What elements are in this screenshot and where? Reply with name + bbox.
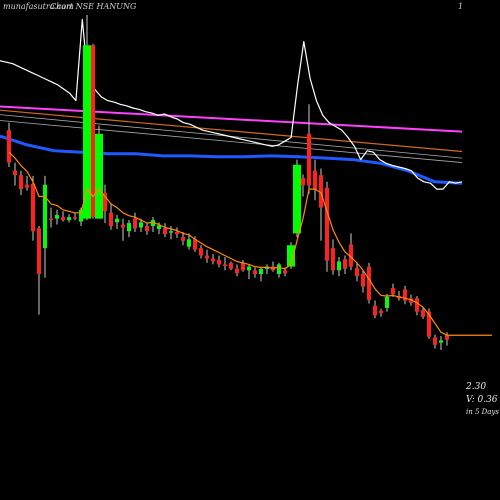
chart-title: Chart NSE HANUNG — [50, 2, 137, 11]
candle-body — [181, 237, 185, 241]
candle-body — [55, 214, 59, 219]
candle-body — [157, 225, 161, 229]
candle-body — [109, 212, 113, 227]
candle-body — [127, 223, 131, 232]
candle-body — [193, 239, 197, 250]
orange-ma-line — [0, 109, 463, 153]
candle-body — [415, 298, 419, 312]
candle-body — [199, 248, 203, 256]
candle-body — [205, 255, 209, 259]
candle-body — [43, 184, 47, 249]
candle-body — [307, 133, 311, 186]
candle-body — [319, 175, 323, 208]
candle-body — [79, 209, 83, 222]
candle-body — [25, 184, 29, 188]
candle-body — [421, 310, 425, 317]
candle-body — [7, 130, 11, 163]
candle-body — [151, 220, 155, 227]
candle-body — [67, 217, 71, 221]
candle-body — [145, 226, 149, 232]
candle-body — [163, 228, 167, 235]
candle-body — [121, 224, 125, 228]
short-ma-line — [8, 151, 448, 336]
candle-body — [287, 245, 295, 267]
candle-body — [409, 298, 413, 303]
candle-body — [115, 218, 119, 223]
candle-body — [349, 244, 353, 267]
candle-body — [277, 264, 281, 274]
candle-body — [259, 268, 263, 274]
candle-body — [283, 270, 287, 274]
candle-body — [223, 264, 227, 266]
period-label: in 5 Days — [466, 408, 499, 416]
candle-body — [175, 231, 179, 235]
candle-body — [367, 266, 371, 300]
candle-body — [37, 228, 41, 274]
candle-body — [337, 261, 341, 271]
candle-body — [235, 268, 239, 274]
candle-body — [95, 133, 103, 219]
candle-body — [361, 273, 365, 287]
candle-body — [385, 296, 389, 308]
price-label: 2.30 — [466, 382, 487, 392]
candle-body — [253, 270, 257, 274]
candle-body — [331, 248, 335, 271]
candle-body — [229, 262, 233, 269]
candle-body — [313, 170, 317, 190]
candle-body — [427, 311, 431, 337]
candle-body — [247, 266, 251, 271]
candle-body — [83, 45, 91, 219]
header-right-label: 1 — [458, 2, 464, 11]
candle-body — [325, 187, 329, 261]
candle-body — [391, 288, 395, 294]
candle-body — [13, 170, 17, 176]
candle-body — [433, 337, 437, 345]
candle-body — [373, 305, 377, 316]
candle-body — [187, 239, 191, 247]
candle-body — [217, 259, 221, 265]
blue-ma-line — [0, 134, 463, 185]
candle-body — [439, 340, 443, 343]
candle-body — [293, 164, 301, 234]
candle-body — [301, 178, 305, 186]
candle-body — [31, 183, 35, 232]
gray-ma-line-2 — [0, 120, 463, 163]
site-label: munafasutra.com — [3, 2, 74, 11]
candle-body — [61, 217, 65, 221]
candle-body — [133, 218, 137, 229]
pink-ma-line — [0, 105, 463, 133]
candle-body — [103, 192, 107, 212]
candle-body — [19, 175, 23, 190]
candle-body — [241, 262, 245, 271]
candle-body — [139, 222, 143, 228]
candle-body — [73, 217, 77, 219]
candle-body — [355, 268, 359, 277]
candle-body — [91, 45, 95, 218]
candle-body — [49, 218, 53, 221]
candle-body — [343, 259, 347, 269]
candle-body — [445, 335, 449, 340]
candle-body — [403, 289, 407, 301]
candle-body — [379, 310, 383, 314]
candle-body — [169, 231, 173, 233]
white-line — [0, 18, 463, 190]
candle-body — [211, 258, 215, 262]
volume-label: V: 0.36 X — [466, 395, 500, 405]
